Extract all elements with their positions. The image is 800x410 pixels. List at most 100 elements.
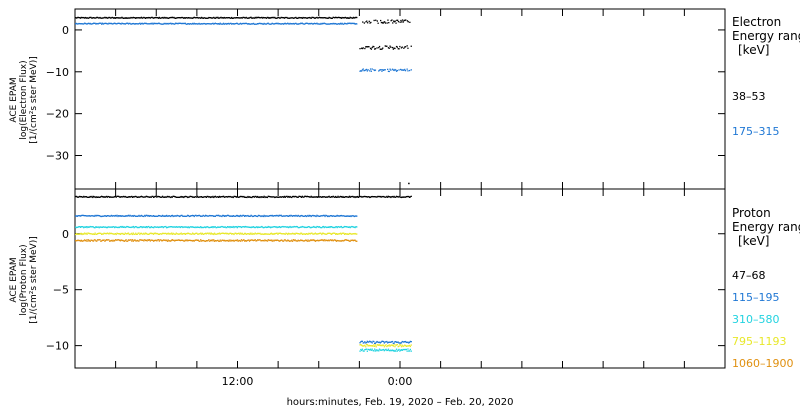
data-point <box>334 226 336 229</box>
proton-y-ticks: 0−5−10 <box>46 228 725 353</box>
data-point <box>189 226 191 228</box>
data-point <box>400 349 403 351</box>
data-point <box>243 16 245 19</box>
data-point <box>265 17 268 19</box>
data-point <box>216 17 218 19</box>
data-point <box>95 23 97 25</box>
data-point <box>99 16 101 19</box>
data-point <box>214 17 216 19</box>
data-point <box>380 21 383 24</box>
data-point <box>146 240 148 242</box>
data-point <box>270 16 273 19</box>
data-point <box>239 226 241 228</box>
data-point <box>180 214 182 217</box>
data-point <box>95 215 97 217</box>
data-point <box>394 341 396 343</box>
electron-ytick-label: 0 <box>62 24 69 37</box>
data-point <box>360 348 362 351</box>
data-point <box>387 345 389 347</box>
data-point <box>235 239 237 242</box>
data-point <box>247 195 249 198</box>
data-point <box>224 17 226 19</box>
data-point <box>391 19 393 21</box>
data-point <box>343 23 345 25</box>
data-point <box>92 233 94 235</box>
data-point <box>159 196 161 198</box>
data-point <box>370 341 372 343</box>
data-point <box>226 196 229 198</box>
data-point <box>353 226 355 228</box>
data-point <box>114 233 117 235</box>
data-point <box>371 345 373 347</box>
data-point <box>144 239 147 242</box>
data-point <box>88 17 90 19</box>
data-point <box>387 341 390 343</box>
data-point <box>359 70 361 72</box>
data-point <box>130 196 132 198</box>
data-point <box>183 240 185 242</box>
data-point <box>396 19 398 21</box>
data-point <box>310 226 312 229</box>
data-point <box>275 22 277 24</box>
data-point <box>374 69 377 71</box>
data-point <box>148 233 151 235</box>
data-point <box>341 232 343 235</box>
data-point <box>408 350 411 352</box>
data-point <box>120 23 122 25</box>
data-point <box>127 196 130 198</box>
data-point <box>379 342 381 344</box>
data-point <box>127 240 129 242</box>
data-point <box>188 215 190 218</box>
data-point <box>294 22 296 25</box>
data-point <box>215 233 217 235</box>
data-point <box>276 23 278 25</box>
data-point <box>226 196 228 198</box>
data-point <box>378 70 380 72</box>
data-point <box>254 16 256 19</box>
data-point <box>403 348 405 351</box>
data-point <box>91 17 93 19</box>
data-point <box>293 232 295 235</box>
data-point <box>160 215 162 217</box>
data-point <box>158 215 160 217</box>
data-point <box>375 341 377 343</box>
data-point <box>223 215 225 217</box>
data-point <box>397 21 400 23</box>
data-point <box>391 340 394 343</box>
data-point <box>76 239 78 242</box>
data-point <box>129 239 131 241</box>
data-point <box>150 196 152 198</box>
data-point <box>276 17 278 19</box>
data-point <box>352 215 354 217</box>
data-point <box>218 232 221 234</box>
data-point <box>177 233 179 235</box>
data-point <box>80 232 82 235</box>
data-point <box>396 343 398 346</box>
data-point <box>127 17 130 19</box>
data-point <box>266 196 269 199</box>
data-point <box>188 17 190 19</box>
data-point <box>309 196 312 198</box>
data-point <box>174 233 176 235</box>
data-point <box>251 196 253 199</box>
data-point <box>191 17 193 19</box>
data-point <box>313 239 315 241</box>
data-point <box>194 226 196 229</box>
data-point <box>326 233 328 235</box>
data-point <box>145 239 147 241</box>
data-point <box>197 233 199 235</box>
data-point <box>394 68 396 71</box>
data-point <box>85 232 87 234</box>
data-point <box>195 196 197 198</box>
data-point <box>165 225 167 228</box>
data-point <box>80 23 82 25</box>
data-point <box>330 226 332 228</box>
data-point <box>203 226 205 228</box>
data-point <box>131 232 133 234</box>
data-point <box>231 196 233 198</box>
data-point <box>101 215 104 217</box>
data-point <box>185 17 187 19</box>
data-point <box>238 232 240 234</box>
data-point <box>109 16 111 19</box>
data-point <box>327 215 329 217</box>
